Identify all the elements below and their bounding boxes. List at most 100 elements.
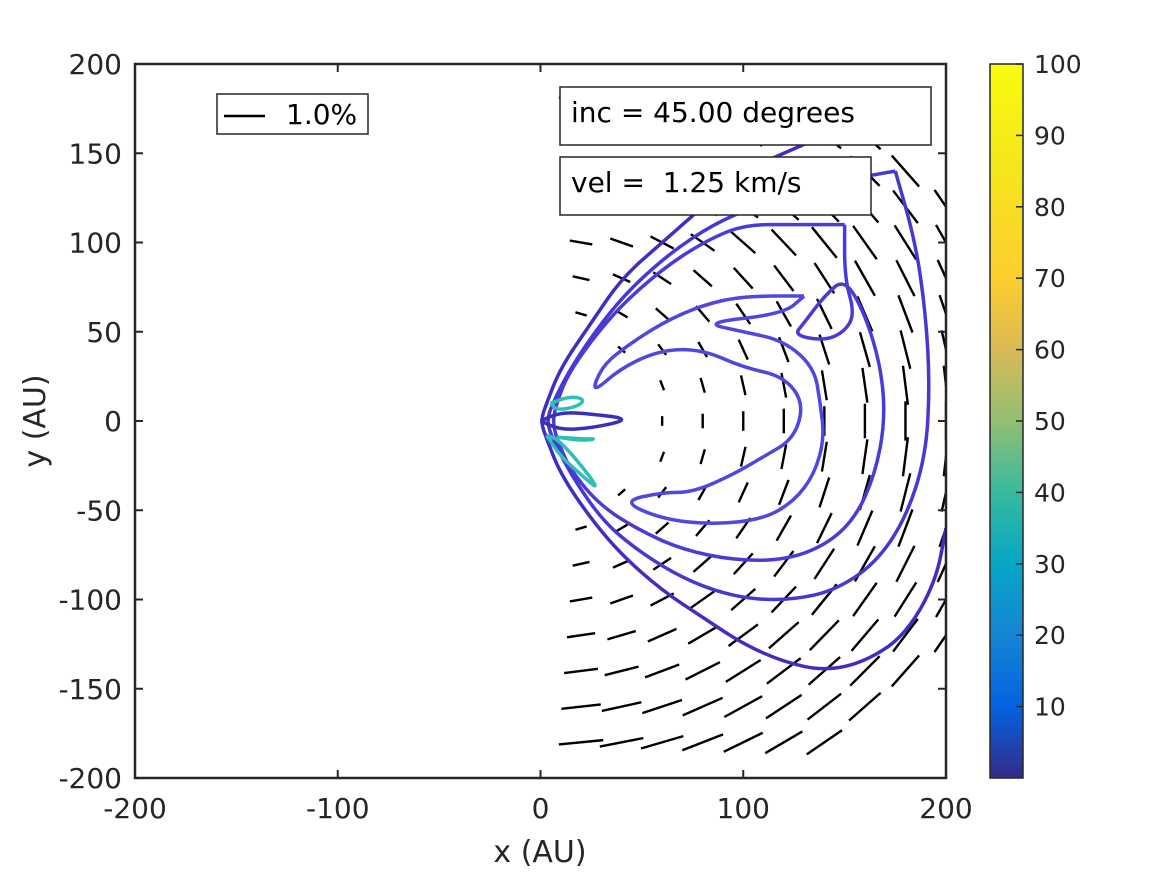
x-tick-label: 200 <box>919 792 972 825</box>
y-tick-label: -100 <box>58 584 122 617</box>
polarization-vector <box>861 367 869 403</box>
y-axis-label: y (AU) <box>18 374 53 467</box>
polarization-vector <box>737 339 749 361</box>
y-tick-label: 200 <box>69 48 122 81</box>
polarization-vector <box>575 311 588 317</box>
polarization-vector <box>684 661 721 681</box>
polarization-vector <box>607 629 637 641</box>
polarization-vector <box>723 695 763 719</box>
y-tick-label: -50 <box>76 494 122 527</box>
velocity-box <box>559 156 872 216</box>
polarization-vector <box>765 693 803 720</box>
polarization-vector <box>901 437 910 477</box>
polarization-vector <box>687 625 718 645</box>
colorbar-tick-label: 80 <box>1034 193 1066 222</box>
polarization-vector <box>682 696 724 717</box>
polarization-vector <box>572 275 590 282</box>
polarization-vector <box>644 663 680 679</box>
polarization-vector <box>806 729 843 756</box>
legend: 1.0% <box>216 93 369 135</box>
polarization-vector <box>897 294 914 333</box>
y-tick-label: 0 <box>104 405 122 438</box>
polarization-vector <box>934 224 946 245</box>
polarization-vector <box>861 439 869 475</box>
y-tick-label: -200 <box>58 762 122 795</box>
polarization-vector <box>770 228 797 257</box>
colorbar-tick-label: 100 <box>1034 50 1082 79</box>
polarization-vector <box>764 730 803 755</box>
inclination-text: inc = 45.00 degrees <box>571 96 855 129</box>
polarization-vector <box>940 330 946 356</box>
velocity-text: vel = 1.25 km/s <box>571 166 802 199</box>
polarization-vector <box>938 294 946 318</box>
polarization-vector <box>899 330 912 370</box>
polarization-vector <box>893 224 918 261</box>
polarization-vector <box>732 266 754 290</box>
polarization-vector <box>808 619 840 651</box>
contour-line <box>539 411 624 431</box>
polarization-vector <box>933 189 946 209</box>
y-tick-label: 150 <box>69 137 122 170</box>
polarization-vector <box>815 512 833 544</box>
polarization-vector <box>569 596 593 603</box>
polarization-vector <box>820 441 828 472</box>
polarization-vector <box>659 451 666 463</box>
polarization-vector <box>890 154 921 188</box>
inclination-box <box>559 86 932 146</box>
polarization-vector <box>558 738 604 746</box>
polarization-vector <box>601 701 642 713</box>
polarization-vector <box>654 307 670 321</box>
polarization-vector <box>936 259 946 282</box>
x-tick-label: 0 <box>532 792 550 825</box>
polarization-vector <box>640 734 684 750</box>
polarization-vector <box>933 633 946 653</box>
polarization-vector <box>901 365 910 405</box>
polarization-vector <box>820 370 828 401</box>
polarization-vector <box>775 300 792 328</box>
colorbar-tick-label: 20 <box>1034 621 1066 650</box>
polarization-vector <box>604 665 639 677</box>
polarization-vector <box>564 667 599 675</box>
polarization-vector <box>657 343 668 356</box>
polarization-vector <box>572 560 590 567</box>
x-tick-label: 100 <box>717 792 770 825</box>
polarization-vector <box>890 654 921 688</box>
contour-lines <box>539 115 946 671</box>
polarization-vector <box>813 547 836 580</box>
legend-label: 1.0% <box>286 98 357 131</box>
polarization-vector <box>807 656 841 686</box>
polarization-vector <box>780 372 788 398</box>
polarization-vector <box>617 488 626 497</box>
polarization-vector <box>615 523 629 533</box>
polarization-vector <box>647 627 677 643</box>
polarization-vector <box>723 731 764 753</box>
contour-line <box>545 433 597 488</box>
polarization-vector <box>575 525 588 531</box>
polarization-vector <box>810 226 838 259</box>
colorbar-tick-label: 90 <box>1034 121 1066 150</box>
polarization-vector <box>730 587 757 612</box>
colorbar-tick-label: 70 <box>1034 264 1066 293</box>
x-axis-ticks: -200 -100 0 100 200 <box>103 64 973 825</box>
polarization-vector <box>818 477 831 508</box>
polarization-vector <box>849 655 881 687</box>
contour-line <box>546 169 931 602</box>
x-tick-label: -100 <box>306 792 370 825</box>
colorbar-tick-label: 50 <box>1034 407 1066 436</box>
y-tick-label: 50 <box>86 316 122 349</box>
polarization-vector <box>699 377 706 394</box>
polarization-vector <box>727 623 759 647</box>
colorbar-tick-label: 40 <box>1034 478 1066 507</box>
polarization-vector <box>730 230 757 255</box>
polarization-vector <box>641 698 683 715</box>
polarization-vector <box>697 341 709 358</box>
colorbar-ticks: 100 90 80 70 60 50 40 30 20 10 <box>1016 50 1082 722</box>
colorbar: 100 90 80 70 60 50 40 30 20 10 <box>989 50 1082 779</box>
y-tick-label: -150 <box>58 673 122 706</box>
polarization-vector <box>739 446 747 467</box>
polarization-vector <box>942 446 946 477</box>
polarization-vector <box>735 303 752 325</box>
y-tick-label: 100 <box>69 227 122 260</box>
polarization-vector <box>609 594 634 605</box>
